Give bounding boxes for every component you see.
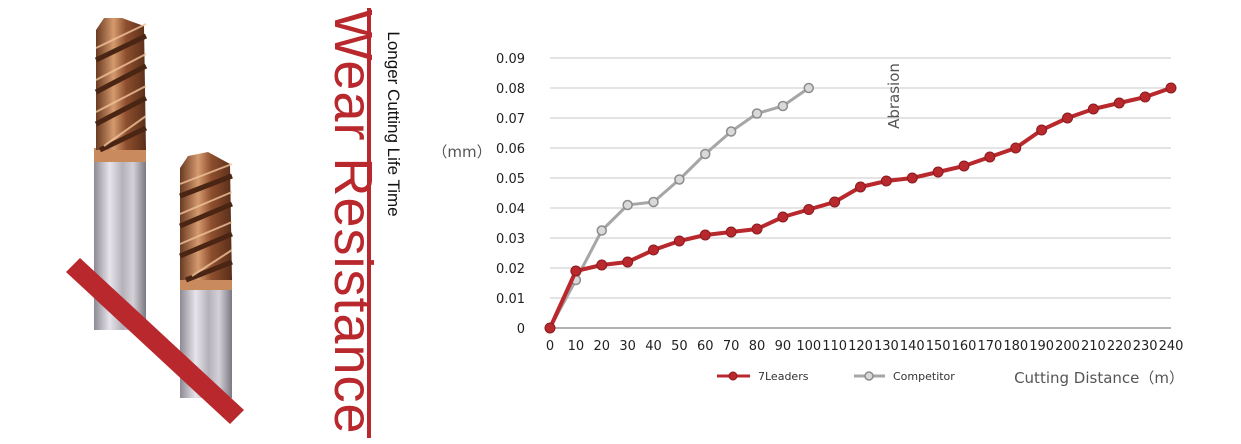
data-point-competitor <box>803 82 814 94</box>
x-tick-label: 40 <box>645 339 662 354</box>
y-tick-label: 0.07 <box>496 112 525 127</box>
x-tick-label: 60 <box>697 339 714 354</box>
data-point-7leaders <box>725 226 737 238</box>
x-tick-label: 90 <box>775 339 792 354</box>
x-tick-label: 190 <box>1029 339 1054 354</box>
data-point-7leaders <box>984 151 996 163</box>
data-point-7leaders <box>596 259 608 271</box>
data-point-competitor <box>751 108 763 119</box>
x-tick-label: 70 <box>723 339 740 354</box>
data-point-competitor <box>700 148 711 160</box>
x-tick-label: 170 <box>977 339 1002 354</box>
x-tick-label: 120 <box>848 339 873 354</box>
y-tick-label: 0 <box>517 322 525 337</box>
data-point-7leaders <box>648 244 659 256</box>
y-axis-unit: （mm） <box>432 143 491 161</box>
data-point-7leaders <box>906 172 918 184</box>
x-tick-label: 50 <box>671 339 688 354</box>
legend-item-7leaders: 7Leaders <box>717 370 809 383</box>
data-point-7leaders <box>1087 103 1099 115</box>
data-point-7leaders <box>803 204 815 215</box>
data-point-7leaders <box>751 223 763 235</box>
x-tick-label: 20 <box>593 339 610 354</box>
y-tick-label: 0.09 <box>496 52 525 67</box>
x-tick-label: 130 <box>874 339 899 354</box>
data-point-7leaders <box>673 235 685 247</box>
x-axis-ticks: 0 10 20 30 40 50 60 70 80 90 100 110 120 130 140 150 160… <box>546 339 1184 354</box>
y-tick-label: 0.05 <box>496 172 525 187</box>
grid-lines <box>550 57 1171 329</box>
x-tick-label: 180 <box>1003 339 1028 354</box>
data-point-7leaders <box>1139 91 1151 103</box>
y-axis-label: Abrasion <box>885 63 903 129</box>
x-tick-label: 0 <box>546 339 554 354</box>
x-tick-label: 10 <box>568 339 585 354</box>
x-tick-label: 150 <box>926 339 951 354</box>
legend-label-competitor: Competitor <box>893 370 955 383</box>
data-point-7leaders <box>1113 97 1125 109</box>
data-point-7leaders <box>1010 142 1022 154</box>
legend-marker-competitor <box>864 371 874 381</box>
data-point-7leaders <box>829 196 841 208</box>
data-point-7leaders <box>1165 82 1177 94</box>
x-axis-label: Cutting Distance（m） <box>1014 369 1184 387</box>
end-mill-illustration <box>66 18 244 424</box>
y-tick-label: 0.06 <box>496 142 525 157</box>
data-point-7leaders <box>570 265 582 277</box>
y-axis-ticks: 0 0.01 0.02 0.03 0.04 0.05 0.06 0.07 0.08 0.09 <box>496 52 525 337</box>
section-subtitle: Longer Cutting Life Time <box>384 31 403 217</box>
data-point-7leaders <box>699 229 711 241</box>
data-point-7leaders <box>1062 112 1073 124</box>
data-point-competitor <box>596 225 607 236</box>
data-point-competitor <box>674 174 685 185</box>
data-point-7leaders <box>880 175 892 187</box>
data-point-7leaders <box>958 160 970 172</box>
y-tick-label: 0.03 <box>496 232 525 247</box>
legend: 7Leaders Competitor <box>717 370 955 383</box>
data-point-competitor <box>648 196 659 208</box>
x-tick-label: 80 <box>749 339 766 354</box>
title-divider <box>367 8 371 438</box>
x-tick-label: 100 <box>796 339 821 354</box>
x-tick-label: 30 <box>619 339 636 354</box>
y-tick-label: 0.02 <box>496 262 525 277</box>
x-tick-label: 140 <box>900 339 925 354</box>
data-point-7leaders <box>544 322 556 334</box>
x-tick-label: 240 <box>1159 339 1184 354</box>
legend-item-competitor: Competitor <box>854 370 955 383</box>
legend-label-7leaders: 7Leaders <box>758 370 809 383</box>
section-title: Wear Resistance <box>323 9 383 435</box>
series-layer <box>544 82 1177 334</box>
data-point-competitor <box>777 100 789 112</box>
y-tick-label: 0.04 <box>496 202 525 217</box>
x-tick-label: 210 <box>1081 339 1106 354</box>
legend-marker-7leaders <box>728 371 738 381</box>
x-tick-label: 160 <box>952 339 977 354</box>
red-diagonal-bar <box>66 258 244 424</box>
data-point-7leaders <box>932 166 944 178</box>
x-tick-label: 110 <box>822 339 847 354</box>
data-point-competitor <box>622 199 633 211</box>
data-point-7leaders <box>622 256 634 268</box>
x-tick-label: 230 <box>1133 339 1158 354</box>
x-tick-label: 220 <box>1107 339 1132 354</box>
data-point-7leaders <box>1036 124 1048 136</box>
data-point-7leaders <box>777 211 789 223</box>
data-point-7leaders <box>855 181 866 193</box>
data-point-competitor <box>725 126 737 137</box>
x-tick-label: 200 <box>1055 339 1080 354</box>
y-tick-label: 0.08 <box>496 82 525 97</box>
y-tick-label: 0.01 <box>496 292 525 307</box>
